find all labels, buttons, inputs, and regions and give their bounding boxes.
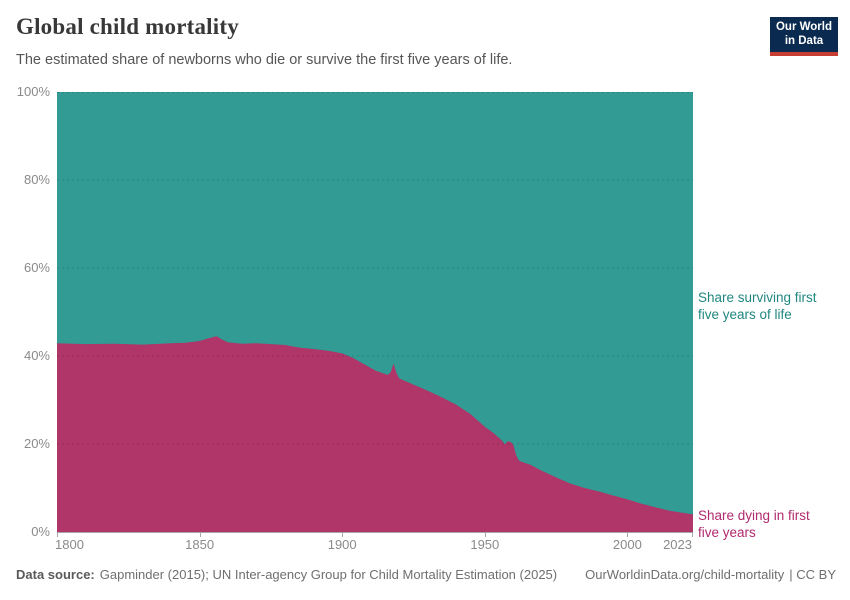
y-axis-tick-label: 40% <box>23 348 50 363</box>
x-axis-tick <box>342 532 344 537</box>
series-label-dying: Share dying in first five years <box>698 508 810 540</box>
plot-area <box>57 92 693 532</box>
series-label-surviving: Share surviving first five years of life <box>698 290 817 322</box>
chart-subtitle: The estimated share of newborns who die … <box>16 52 513 68</box>
license-label: | CC BY <box>789 567 836 582</box>
plot-svg <box>57 92 693 532</box>
chart-footer: Data source: Gapminder (2015); UN Inter-a… <box>16 567 836 582</box>
y-axis-tick-label: 60% <box>23 260 50 275</box>
x-axis-tick-label: 2023 <box>663 537 692 552</box>
y-axis-tick-label: 0% <box>31 524 50 539</box>
x-axis-tick <box>484 532 486 537</box>
owid-logo-line2: in Data <box>784 35 824 47</box>
x-axis-tick <box>627 532 629 537</box>
owid-url-link[interactable]: OurWorldinData.org/child-mortality <box>585 567 785 582</box>
x-axis-line <box>57 532 693 533</box>
y-axis-tick-label: 100% <box>16 84 50 99</box>
x-axis-tick <box>57 532 58 537</box>
attribution: OurWorldinData.org/child-mortality | CC B… <box>585 567 836 582</box>
x-axis-tick <box>199 532 201 537</box>
x-axis-tick-label: 1850 <box>185 537 215 552</box>
y-axis-tick-label: 20% <box>23 436 50 451</box>
data-source-label: Data source: <box>16 567 95 582</box>
x-axis-tick-label: 1900 <box>327 537 357 552</box>
x-axis-tick-label: 2000 <box>612 537 642 552</box>
x-axis-tick-label: 1950 <box>470 537 500 552</box>
data-source-value: Gapminder (2015); UN Inter-agency Group … <box>99 567 558 582</box>
owid-logo-line1: Our World <box>775 21 832 33</box>
x-axis-tick <box>692 532 693 537</box>
x-axis-tick-label: 1800 <box>55 537 84 552</box>
owid-logo: Our World in Data <box>770 17 838 56</box>
page-title: Global child mortality <box>16 14 239 39</box>
y-axis-tick-label: 80% <box>23 172 50 187</box>
data-source-note: Data source: Gapminder (2015); UN Inter-a… <box>16 567 557 582</box>
